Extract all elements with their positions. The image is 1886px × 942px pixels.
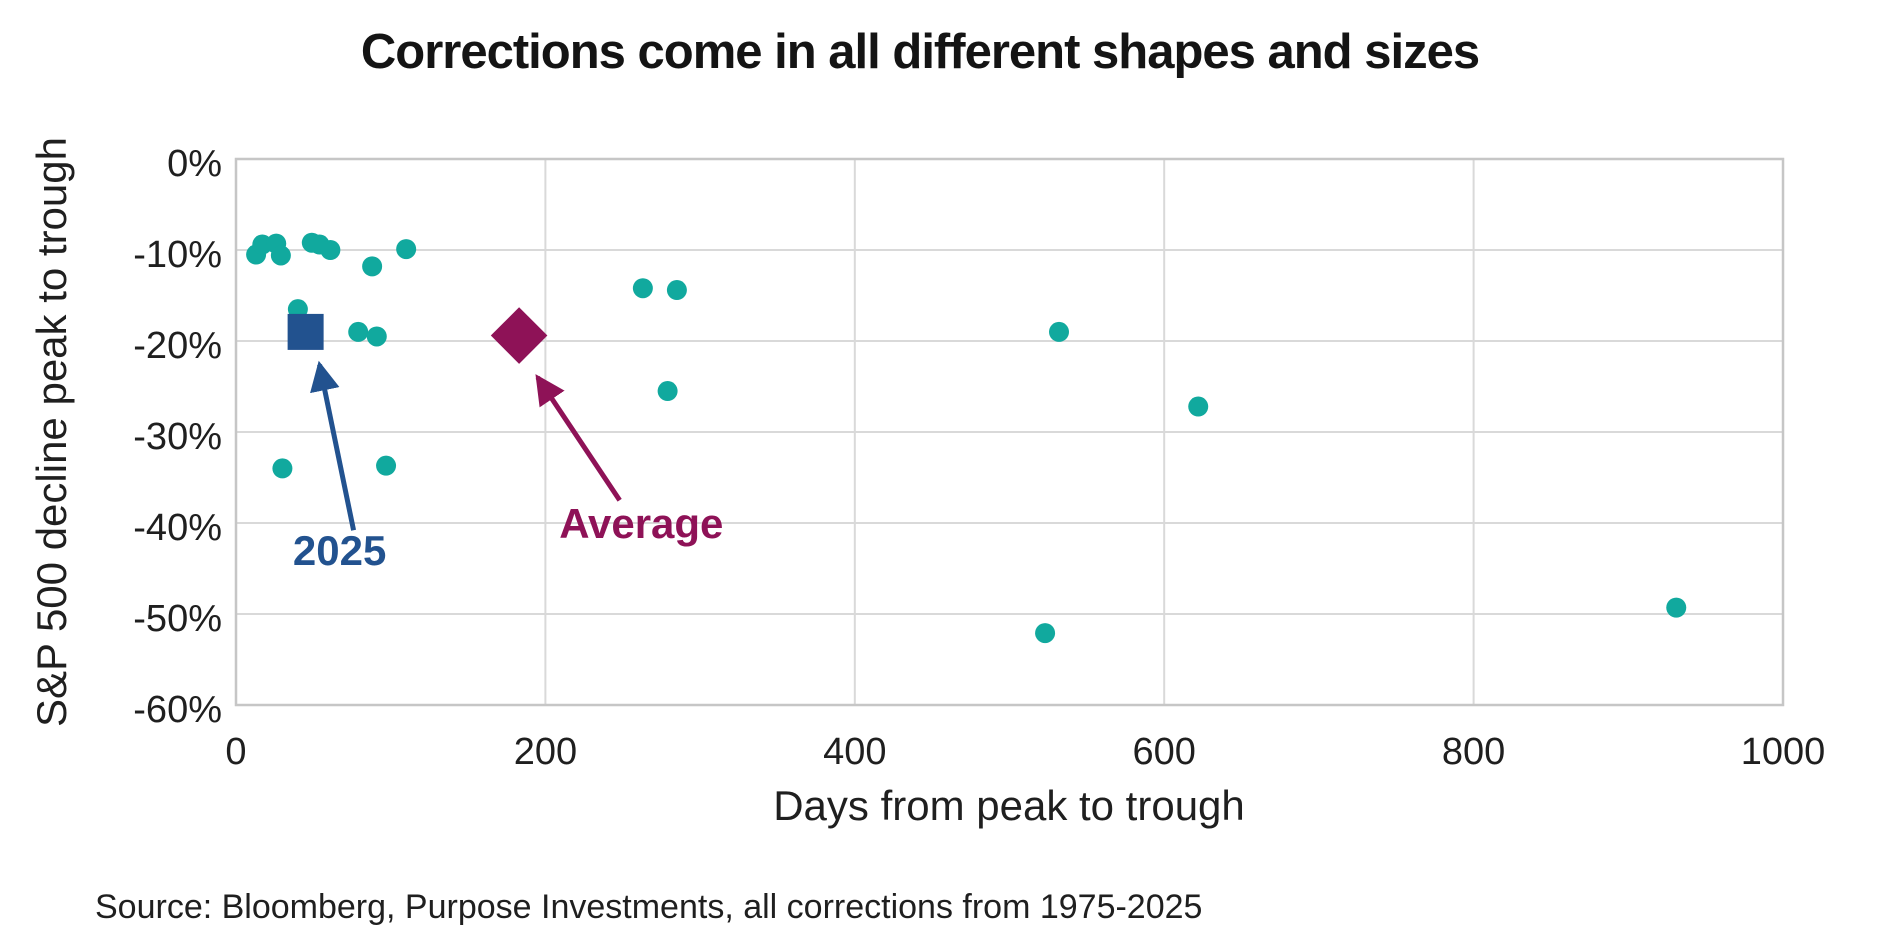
data-point [1188,396,1209,417]
annotation-average-label: Average [559,499,724,547]
x-tick-label: 600 [1132,731,1196,773]
data-point [272,458,293,479]
x-tick-label: 800 [1441,731,1506,773]
data-point [632,278,653,299]
y-tick-label: -20% [133,325,222,367]
y-tick-label: -10% [133,234,222,276]
data-point [1666,597,1687,618]
data-point [376,455,397,476]
chart-title: Corrections come in all different shapes… [360,25,1480,79]
data-point [1049,321,1070,342]
data-point-2025 [287,313,324,350]
x-axis-title: Days from peak to trough [773,782,1245,829]
annotation-2025-label: 2025 [292,527,387,575]
data-point [320,240,341,260]
data-point [362,256,383,277]
annotation-arrow [535,374,622,502]
y-tick-label: -60% [133,689,222,731]
source-note: Source: Bloomberg, Purpose Investments, … [95,888,1203,926]
data-point [657,381,678,402]
y-tick-label: 0% [167,143,222,185]
y-axis-title: S&P 500 decline peak to trough [28,137,75,727]
x-tick-label: 0 [225,731,247,773]
y-tick-label: -40% [133,507,222,549]
data-point-average [490,307,548,364]
data-point [666,280,687,301]
y-tick-label: -30% [133,416,222,458]
data-point [1035,623,1056,644]
data-point [270,245,291,266]
x-tick-label: 1000 [1740,731,1826,773]
x-tick-label: 400 [823,731,887,773]
plot-border [234,157,1785,707]
y-tick-label: -50% [133,598,222,640]
data-point [348,321,369,342]
x-tick-label: 200 [513,731,578,773]
data-point [396,239,417,260]
data-point [366,326,387,347]
annotation-arrow [310,360,357,531]
